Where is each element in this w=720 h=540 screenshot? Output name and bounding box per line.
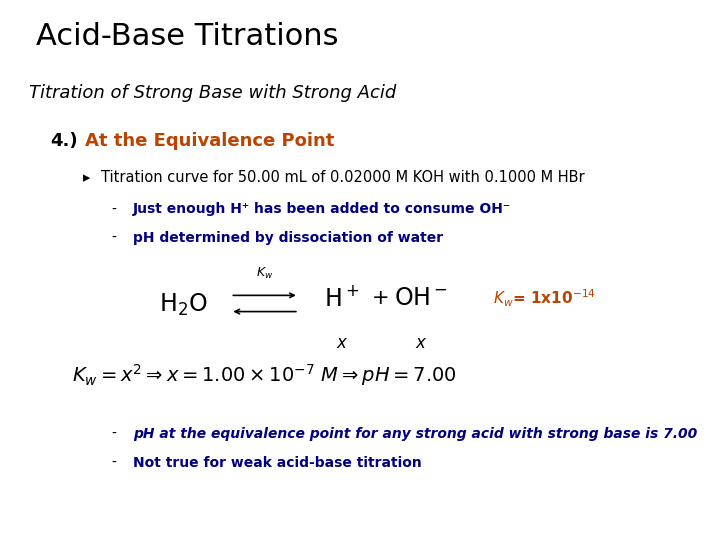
Text: $\mathit{K_w} = x^2 \Rightarrow x = 1.00 \times 10^{-7}\ M \Rightarrow pH = 7.00: $\mathit{K_w} = x^2 \Rightarrow x = 1.00… [72,362,456,388]
Text: $x$: $x$ [415,335,428,353]
Text: At the Equivalence Point: At the Equivalence Point [85,132,334,150]
Text: pH determined by dissociation of water: pH determined by dissociation of water [133,231,444,245]
Text: $\mathit{K_w}$= 1x10$^{-14}$: $\mathit{K_w}$= 1x10$^{-14}$ [493,288,596,309]
Text: Titration of Strong Base with Strong Acid: Titration of Strong Base with Strong Aci… [29,84,396,102]
Text: Not true for weak acid-base titration: Not true for weak acid-base titration [133,456,422,470]
Text: Titration curve for 50.00 mL of 0.02000 M KOH with 0.1000 M HBr: Titration curve for 50.00 mL of 0.02000 … [101,170,585,185]
Text: -: - [112,202,117,217]
Text: Just enough H⁺ has been added to consume OH⁻: Just enough H⁺ has been added to consume… [133,202,511,217]
Text: $\mathrm{OH^-}$: $\mathrm{OH^-}$ [395,287,448,310]
Text: 4.): 4.) [50,132,78,150]
Text: $+$: $+$ [371,289,388,308]
Text: -: - [112,231,117,245]
Text: pH at the equivalence point for any strong acid with strong base is 7.00: pH at the equivalence point for any stro… [133,427,698,441]
Text: $\mathrm{H_2O}$: $\mathrm{H_2O}$ [159,292,208,318]
Text: -: - [112,456,117,470]
Text: $\mathrm{H^+}$: $\mathrm{H^+}$ [324,286,360,311]
Text: $K_w$: $K_w$ [256,266,274,281]
Text: Acid-Base Titrations: Acid-Base Titrations [36,22,338,51]
Text: $x$: $x$ [336,335,348,353]
Text: -: - [112,427,117,441]
Text: ▸: ▸ [83,170,90,185]
